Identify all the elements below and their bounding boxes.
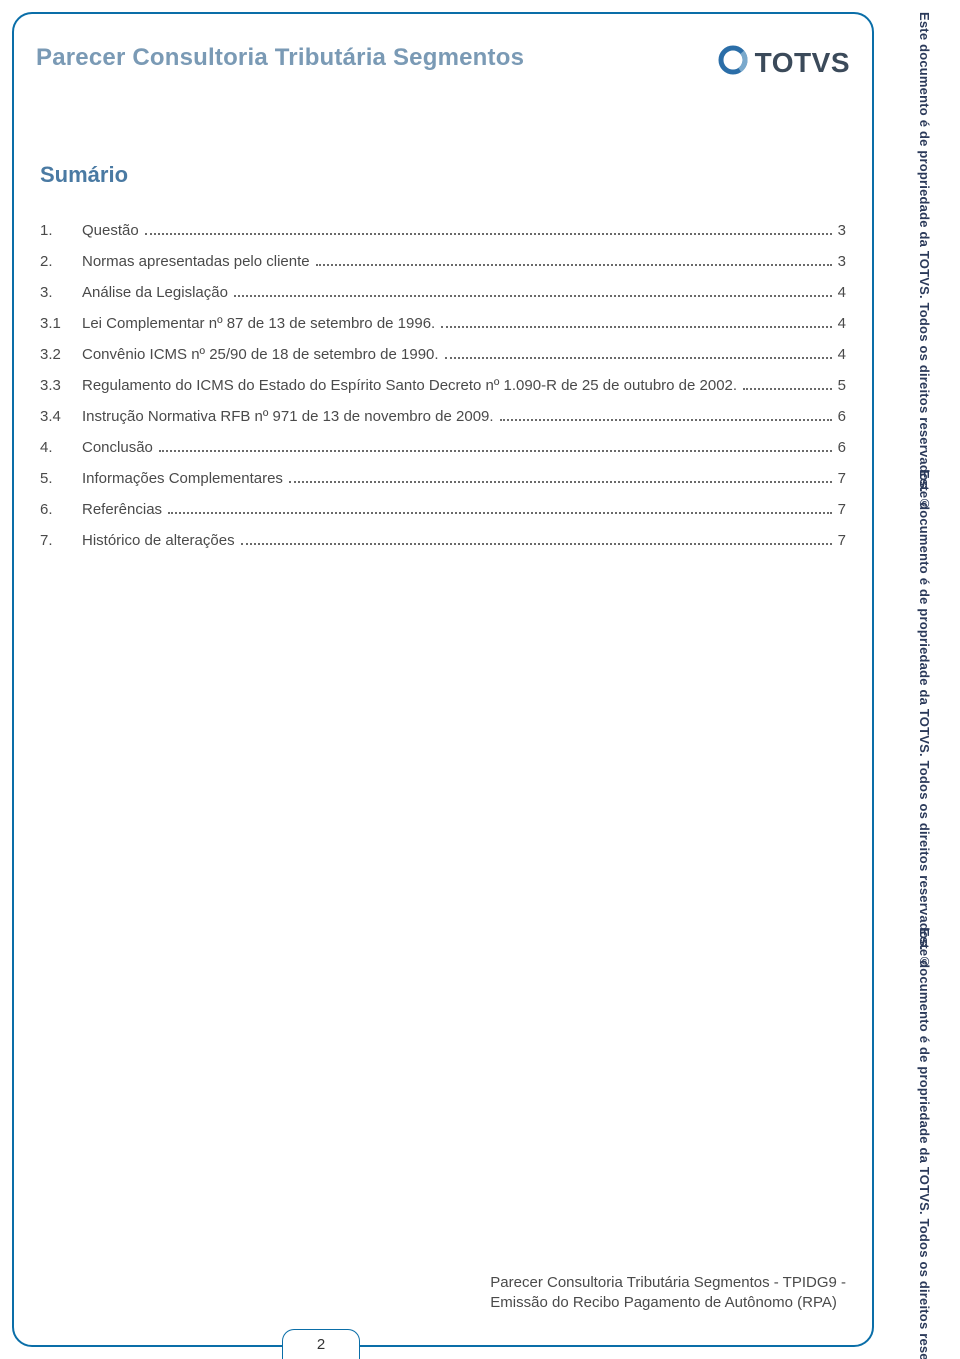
toc-page: 6 xyxy=(834,408,846,425)
toc-label: Questão xyxy=(82,222,143,239)
toc-num: 1. xyxy=(40,222,82,239)
toc-row: 6. Referências 7 xyxy=(40,501,846,523)
toc-num: 3.1 xyxy=(40,315,82,332)
toc-label: Histórico de alterações xyxy=(82,532,239,549)
toc-row: 7. Histórico de alterações 7 xyxy=(40,532,846,554)
toc-page: 7 xyxy=(834,501,846,518)
toc-label: Informações Complementares xyxy=(82,470,287,487)
side-copyright-2: Este documento é de propriedade da TOTVS… xyxy=(917,470,932,969)
toc-row: 3.3 Regulamento do ICMS do Estado do Esp… xyxy=(40,377,846,399)
toc-num: 5. xyxy=(40,470,82,487)
toc-page: 5 xyxy=(834,377,846,394)
toc-label: Convênio ICMS nº 25/90 de 18 de setembro… xyxy=(82,346,443,363)
totvs-logo: TOTVS xyxy=(717,44,850,81)
toc-page: 3 xyxy=(834,222,846,239)
footer: 2 Parecer Consultoria Tributária Segment… xyxy=(14,1315,872,1327)
toc-leader-dots xyxy=(241,533,832,545)
toc-row: 2. Normas apresentadas pelo cliente 3 xyxy=(40,253,846,275)
toc-num: 2. xyxy=(40,253,82,270)
toc-label: Normas apresentadas pelo cliente xyxy=(82,253,314,270)
page-number: 2 xyxy=(317,1336,325,1353)
side-copyright-1: Este documento é de propriedade da TOTVS… xyxy=(917,12,932,511)
totvs-ring-icon xyxy=(717,44,749,81)
toc-page: 4 xyxy=(834,346,846,363)
toc-label: Referências xyxy=(82,501,166,518)
toc-num: 3.4 xyxy=(40,408,82,425)
document-title: Parecer Consultoria Tributária Segmentos xyxy=(36,44,524,72)
toc-page: 7 xyxy=(834,532,846,549)
toc-row: 3.4 Instrução Normativa RFB nº 971 de 13… xyxy=(40,408,846,430)
footer-text: Parecer Consultoria Tributária Segmentos… xyxy=(490,1273,846,1314)
footer-line-1: Parecer Consultoria Tributária Segmentos… xyxy=(490,1273,846,1293)
toc-row: 1. Questão 3 xyxy=(40,222,846,244)
toc-leader-dots xyxy=(316,254,832,266)
toc-page: 7 xyxy=(834,470,846,487)
toc-num: 7. xyxy=(40,532,82,549)
side-copyright-3: Este documento é de propriedade da TOTVS… xyxy=(917,928,932,1359)
toc-label: Regulamento do ICMS do Estado do Espírit… xyxy=(82,377,741,394)
toc-leader-dots xyxy=(234,285,832,297)
toc-row: 5. Informações Complementares 7 xyxy=(40,470,846,492)
toc-leader-dots xyxy=(441,316,831,328)
toc-leader-dots xyxy=(289,471,832,483)
toc-label: Conclusão xyxy=(82,439,157,456)
toc-page: 4 xyxy=(834,284,846,301)
logo-text: TOTVS xyxy=(755,47,850,79)
toc-leader-dots xyxy=(145,223,832,235)
toc-row: 3. Análise da Legislação 4 xyxy=(40,284,846,306)
toc-leader-dots xyxy=(500,409,832,421)
toc-label: Lei Complementar nº 87 de 13 de setembro… xyxy=(82,315,439,332)
page-frame: Parecer Consultoria Tributária Segmentos… xyxy=(12,12,874,1347)
toc-page: 4 xyxy=(834,315,846,332)
toc-num: 3.2 xyxy=(40,346,82,363)
toc-row: 3.2 Convênio ICMS nº 25/90 de 18 de sete… xyxy=(40,346,846,368)
toc-row: 4. Conclusão 6 xyxy=(40,439,846,461)
toc-num: 3.3 xyxy=(40,377,82,394)
footer-line-2: Emissão do Recibo Pagamento de Autônomo … xyxy=(490,1293,846,1313)
page-number-tab: 2 xyxy=(282,1329,360,1359)
sumario-heading: Sumário xyxy=(40,162,128,188)
header: Parecer Consultoria Tributária Segmentos… xyxy=(36,44,850,81)
toc-leader-dots xyxy=(168,502,832,514)
toc-num: 4. xyxy=(40,439,82,456)
toc-num: 6. xyxy=(40,501,82,518)
toc-leader-dots xyxy=(159,440,832,452)
toc-leader-dots xyxy=(743,378,832,390)
toc-row: 3.1 Lei Complementar nº 87 de 13 de sete… xyxy=(40,315,846,337)
toc-label: Instrução Normativa RFB nº 971 de 13 de … xyxy=(82,408,498,425)
toc-label: Análise da Legislação xyxy=(82,284,232,301)
toc-page: 6 xyxy=(834,439,846,456)
toc-leader-dots xyxy=(445,347,832,359)
toc-num: 3. xyxy=(40,284,82,301)
toc-page: 3 xyxy=(834,253,846,270)
table-of-contents: 1. Questão 3 2. Normas apresentadas pelo… xyxy=(40,222,846,563)
